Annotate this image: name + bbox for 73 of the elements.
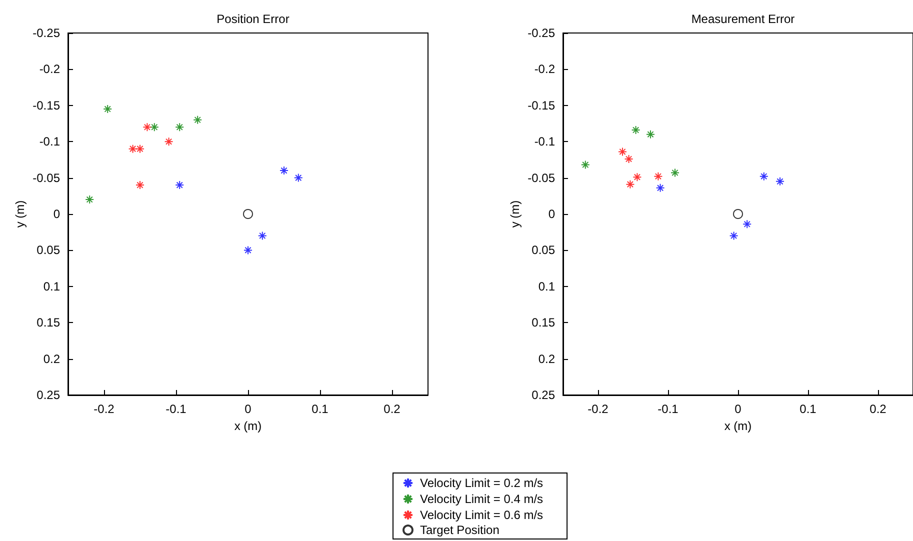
point	[624, 154, 634, 164]
legend-label: Velocity Limit = 0.2 m/s	[420, 476, 544, 490]
point	[258, 231, 267, 240]
point	[626, 180, 635, 189]
y-tick-label: 0.15	[36, 316, 60, 330]
y-tick-label: -0.2	[39, 62, 60, 76]
x-tick-label: 0	[734, 402, 742, 416]
point	[580, 160, 590, 170]
y-tick-label: -0.2	[534, 62, 556, 76]
y-tick-label: 0.2	[43, 352, 60, 366]
legend-label: Velocity Limit = 0.4 m/s	[420, 492, 544, 506]
y-tick-label: 0.25	[36, 388, 60, 402]
y-tick-label: 0.05	[36, 243, 60, 258]
x-tick-label: -0.1	[166, 402, 187, 416]
point	[136, 180, 144, 190]
point	[729, 231, 738, 240]
y-tick-label: 0	[548, 207, 556, 221]
x-tick-label: 0.1	[312, 402, 329, 416]
x-tick-label: 0.2	[384, 402, 401, 416]
y-tick-label: 0.15	[532, 316, 556, 330]
point	[128, 144, 138, 154]
chart-title: Position Error	[216, 12, 290, 26]
y-tick-label: 0	[53, 207, 60, 221]
point	[670, 168, 680, 178]
point	[618, 147, 627, 156]
chart-title: Measurement Error	[691, 12, 795, 26]
x-tick-label: 0	[244, 402, 252, 416]
y-tick-label: -0.25	[528, 26, 556, 40]
y-axis-title: y (m)	[508, 200, 522, 228]
y-tick-label: -0.15	[528, 98, 556, 112]
y-tick-label: -0.15	[32, 98, 60, 112]
y-tick-label: -0.1	[534, 134, 556, 149]
point	[632, 172, 642, 182]
y-tick-label: 0.1	[538, 279, 556, 294]
point	[85, 195, 94, 204]
y-tick-label: -0.25	[32, 26, 60, 40]
point	[175, 122, 184, 132]
point	[654, 172, 663, 181]
point	[733, 209, 743, 219]
point	[776, 176, 784, 186]
point	[294, 173, 303, 182]
point	[142, 122, 152, 132]
y-tick-label: -0.05	[32, 170, 60, 185]
point	[150, 122, 159, 132]
x-tick-label: 0.1	[800, 402, 817, 416]
legend-label: Velocity Limit = 0.6 m/s	[420, 508, 544, 522]
point	[656, 183, 665, 192]
y-tick-label: -0.1	[39, 134, 60, 149]
point	[742, 220, 752, 229]
point	[243, 209, 253, 219]
y-axis-title: y (m)	[13, 200, 27, 228]
point	[136, 144, 144, 154]
x-axis-title: x (m)	[724, 418, 752, 433]
y-tick-label: 0.25	[532, 388, 556, 402]
point	[280, 166, 288, 176]
x-tick-label: -0.2	[588, 402, 609, 416]
y-tick-label: 0.2	[538, 352, 556, 366]
x-tick-label: -0.2	[94, 402, 115, 416]
point	[175, 180, 184, 190]
x-tick-label: -0.1	[658, 402, 679, 416]
point	[193, 115, 202, 124]
y-tick-label: 0.1	[43, 279, 60, 294]
point	[164, 137, 174, 146]
point	[631, 126, 640, 135]
y-tick-label: -0.05	[528, 170, 556, 185]
point	[759, 172, 768, 181]
x-axis-title: x (m)	[234, 418, 262, 433]
point	[646, 130, 655, 139]
point	[103, 104, 112, 114]
x-tick-label: 0.2	[870, 402, 887, 416]
point	[244, 246, 252, 255]
y-tick-label: 0.05	[532, 243, 556, 258]
legend-label: Target Position	[420, 523, 500, 537]
